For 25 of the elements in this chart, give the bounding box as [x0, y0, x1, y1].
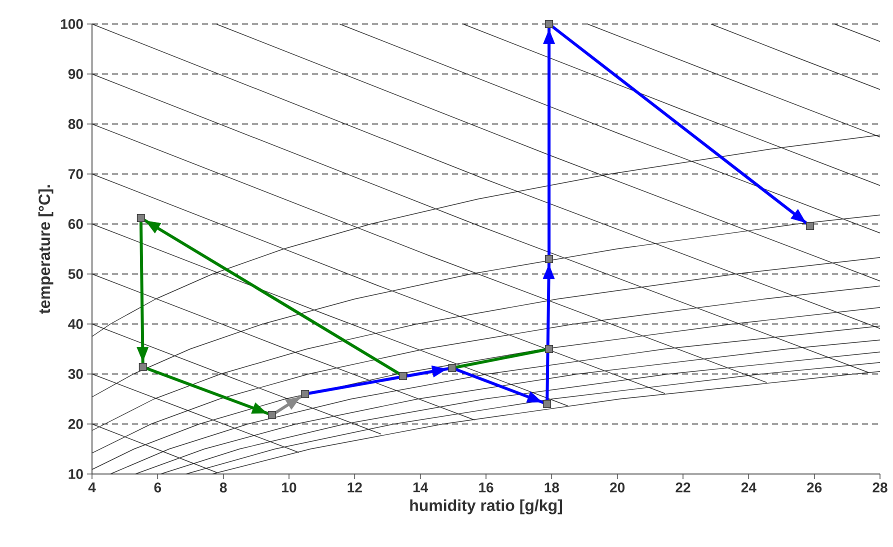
x-tick-label: 6 — [154, 482, 162, 492]
y-tick-label: 20 — [68, 419, 83, 429]
y-tick-label: 50 — [68, 269, 83, 279]
x-tick-label: 24 — [741, 482, 756, 492]
y-tick-label: 80 — [68, 119, 83, 129]
x-tick-label: 18 — [544, 482, 560, 492]
x-tick-label: 8 — [220, 482, 227, 492]
y-tick-label: 10 — [68, 469, 83, 479]
y-axis-title: temperature [°C]. — [38, 185, 54, 314]
y-tick-label: 60 — [68, 219, 83, 229]
x-tick-label: 26 — [807, 482, 822, 492]
x-tick-label: 28 — [872, 482, 888, 492]
x-tick-label: 22 — [676, 482, 690, 492]
x-tick-label: 12 — [348, 482, 362, 492]
x-axis-title: humidity ratio [g/kg] — [410, 499, 562, 514]
y-tick-label: 90 — [68, 69, 83, 79]
x-tick-label: 4 — [88, 482, 96, 492]
x-tick-label: 14 — [413, 482, 428, 492]
x-tick-label: 16 — [479, 482, 494, 492]
x-tick-label: 20 — [610, 482, 625, 492]
y-tick-label: 70 — [68, 169, 83, 179]
x-tick-label: 10 — [282, 482, 296, 492]
y-tick-label: 40 — [68, 319, 83, 329]
y-tick-label: 30 — [68, 369, 83, 379]
y-tick-label: 100 — [60, 19, 83, 29]
